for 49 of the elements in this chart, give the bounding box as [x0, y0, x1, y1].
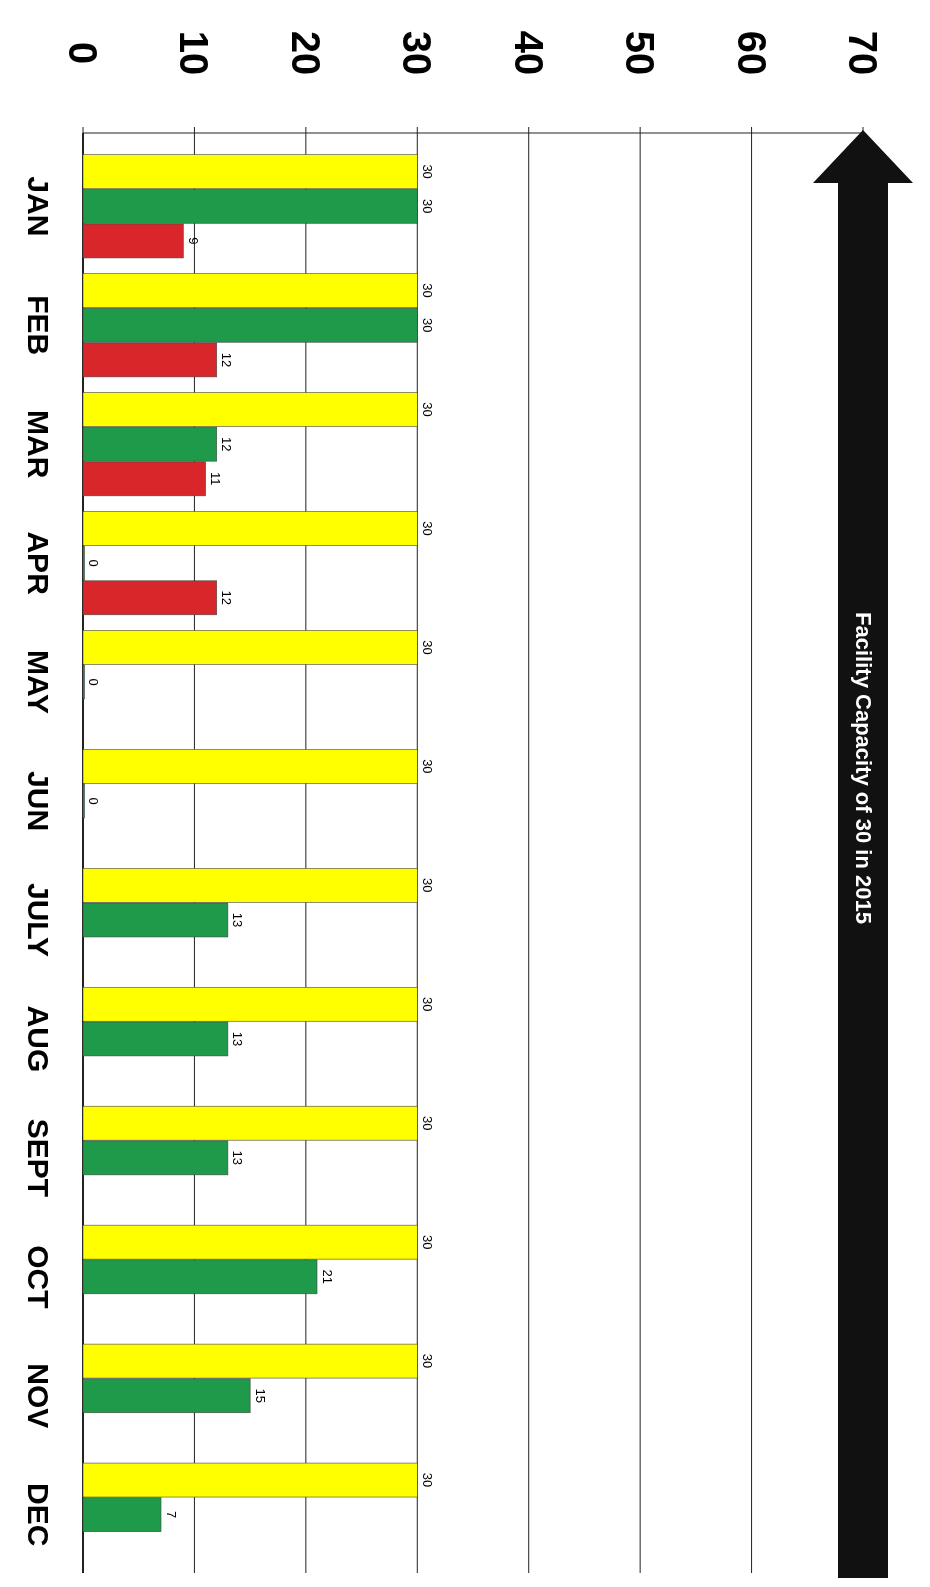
- data-label: 12: [219, 352, 235, 368]
- data-label: 12: [219, 436, 235, 452]
- data-label: 30: [419, 521, 435, 536]
- x-tick-label: 0: [61, 41, 105, 65]
- data-label: 12: [219, 590, 235, 606]
- x-tick-label: 30: [395, 30, 440, 76]
- data-label: 30: [419, 164, 435, 179]
- data-label: 30: [419, 199, 435, 214]
- y-tick-label: OCT: [21, 1245, 55, 1309]
- data-label: 30: [419, 878, 435, 893]
- y-tick-label: APR: [21, 531, 55, 596]
- data-label: 13: [230, 912, 246, 928]
- data-label: 0: [85, 559, 101, 567]
- y-tick-label: SEPT: [21, 1118, 55, 1198]
- data-label: 30: [419, 318, 435, 333]
- y-tick-label: MAR: [21, 410, 55, 479]
- data-label: 21: [319, 1269, 335, 1285]
- y-tick-label: AUG: [21, 1005, 55, 1073]
- data-label: 30: [419, 640, 435, 655]
- data-label: 30: [419, 1115, 435, 1131]
- y-tick-label: NOV: [21, 1363, 55, 1429]
- data-label: 30: [419, 283, 435, 298]
- data-label: 30: [419, 759, 435, 774]
- x-tick-label: 40: [506, 30, 551, 76]
- data-label: 13: [230, 1150, 246, 1166]
- data-label: 15: [252, 1388, 268, 1403]
- data-label: 30: [419, 1234, 435, 1250]
- data-label: 13: [230, 1031, 246, 1047]
- data-label: 7: [163, 1511, 179, 1519]
- data-label: 0: [85, 797, 101, 805]
- data-label: 9: [185, 237, 201, 245]
- data-label: 30: [419, 1472, 435, 1488]
- annotation: Facility Capacity of 30 in 2015: [850, 612, 876, 924]
- data-label: 30: [419, 997, 435, 1012]
- data-label: 11: [208, 472, 224, 486]
- x-tick-label: 60: [729, 30, 774, 76]
- x-tick-label: 20: [283, 30, 328, 76]
- y-tick-label: JUN: [21, 771, 55, 832]
- y-tick-label: JAN: [21, 176, 55, 237]
- y-tick-label: FEB: [21, 295, 55, 356]
- data-label: 0: [85, 678, 101, 686]
- x-tick-label: 10: [172, 30, 217, 76]
- y-tick-label: DEC: [21, 1483, 55, 1547]
- y-tick-label: JULY: [21, 883, 55, 957]
- y-tick-label: MAY: [21, 650, 55, 715]
- x-tick-label: 50: [618, 30, 663, 76]
- data-label: 30: [419, 1353, 435, 1369]
- x-tick-label: 70: [841, 30, 885, 76]
- data-label: 30: [419, 402, 435, 417]
